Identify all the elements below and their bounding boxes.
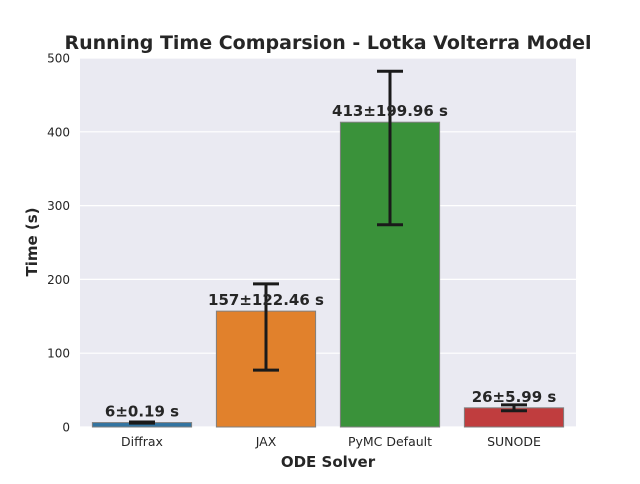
x-tick-label: JAX: [255, 434, 277, 449]
y-tick-label: 400: [47, 125, 70, 139]
bar-value-label: 413±199.96 s: [332, 102, 448, 120]
x-tick-label: Diffrax: [121, 434, 163, 449]
y-tick-label: 0: [62, 421, 70, 435]
bar-value-label: 157±122.46 s: [208, 291, 324, 309]
chart-title: Running Time Comparsion - Lotka Volterra…: [65, 32, 592, 54]
x-tick-label: PyMC Default: [348, 434, 432, 449]
error-bar: [377, 69, 403, 227]
x-tick-label: SUNODE: [487, 434, 541, 449]
y-ticks-group: 0 100 200 300 400 500: [47, 52, 70, 435]
bar-labels-group: 6±0.19 s 157±122.46 s 413±199.96 s 26±5.99 …: [105, 102, 556, 420]
y-tick-label: 200: [47, 273, 70, 287]
y-tick-label: 100: [47, 347, 70, 361]
bar-value-label: 26±5.99 s: [472, 388, 557, 406]
error-bar: [501, 403, 527, 413]
error-bars-group: [129, 69, 527, 425]
y-tick-label: 500: [47, 52, 70, 66]
x-axis-label: ODE Solver: [281, 453, 376, 471]
error-bar: [253, 282, 279, 372]
bar-value-label: 6±0.19 s: [105, 403, 179, 421]
x-ticks-group: Diffrax JAX PyMC Default SUNODE: [121, 434, 541, 449]
error-bar: [129, 420, 155, 425]
y-axis-label: Time (s): [23, 207, 41, 276]
plot-area: [80, 58, 576, 427]
y-tick-label: 300: [47, 199, 70, 213]
